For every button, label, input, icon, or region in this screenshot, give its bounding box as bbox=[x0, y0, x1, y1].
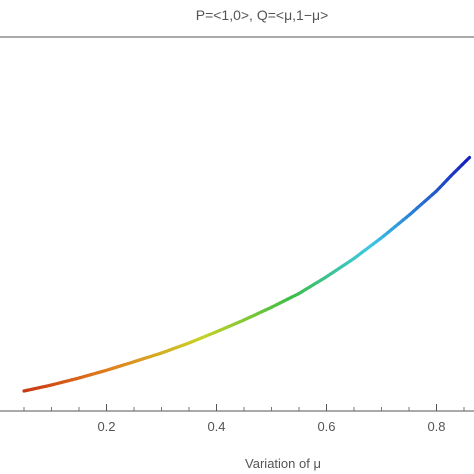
x-tick-label: 0.8 bbox=[427, 419, 445, 434]
x-minor-ticks bbox=[23, 407, 465, 411]
data-curve bbox=[22, 155, 472, 393]
x-tick-label: 0.6 bbox=[317, 419, 335, 434]
chart-title: P=<1,0>, Q=<μ,1−μ> bbox=[196, 7, 329, 23]
x-major-ticks bbox=[106, 404, 437, 411]
x-tick-label: 0.4 bbox=[207, 419, 225, 434]
x-tick-label: 0.2 bbox=[97, 419, 115, 434]
x-tick-labels: 0.2 0.4 0.6 0.8 bbox=[97, 419, 445, 434]
x-axis-title: Variation of μ bbox=[245, 456, 321, 471]
curve-segment bbox=[464, 155, 472, 163]
